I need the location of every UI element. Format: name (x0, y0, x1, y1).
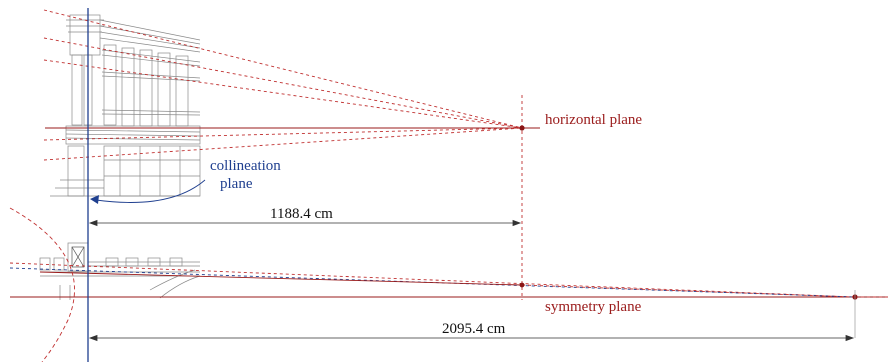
horizontal-plane-label: horizontal plane (545, 112, 642, 128)
collineation-label-line1: collineation (210, 158, 281, 174)
plan-point-mid (519, 282, 525, 288)
collineation-label-line2: plane (220, 176, 253, 192)
symmetry-plane-label: symmetry plane (545, 299, 642, 315)
dimension-line-top (88, 219, 522, 227)
elevation-perspective-rays (43, 9, 523, 161)
distance-top-label: 1188.4 cm (270, 206, 333, 222)
dimension-line-bottom (88, 334, 855, 342)
viewing-circle-arc (9, 207, 75, 362)
vanishing-point-top (519, 125, 525, 131)
collineation-arrow (95, 179, 206, 203)
collineation-arrowhead (90, 195, 99, 204)
distance-bottom-label: 2095.4 cm (442, 321, 506, 337)
building-elevation-drawing (50, 14, 201, 197)
plan-perspective-rays (9, 262, 888, 298)
